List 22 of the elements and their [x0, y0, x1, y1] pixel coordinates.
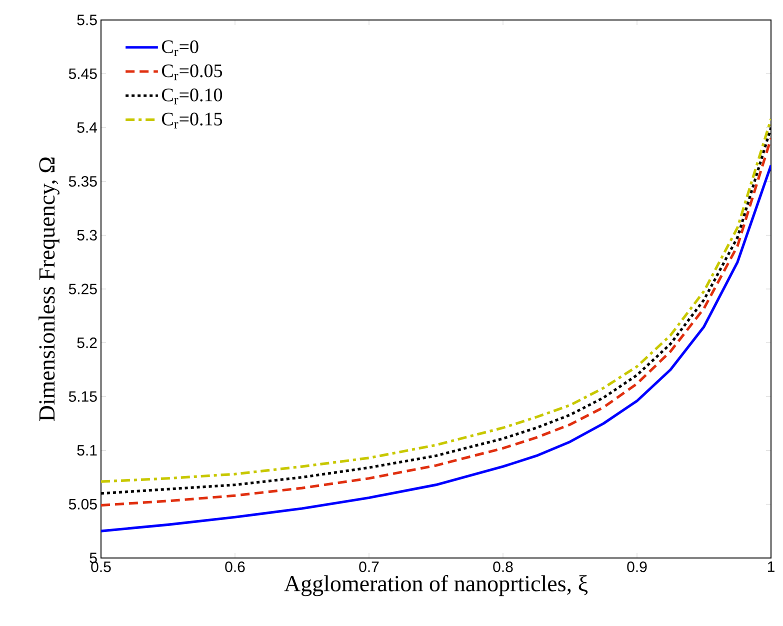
legend-label: C$_{r}$=0.15	[162, 112, 222, 128]
legend-label: C$_{r}$=0	[162, 40, 198, 56]
y-tick-label: 5.35	[68, 176, 97, 187]
legend-label: C$_{r}$=0.05	[162, 64, 222, 80]
y-tick-label: 5.4	[77, 122, 98, 133]
legend-label: C$_{r}$=0.10	[162, 88, 222, 104]
y-tick-label: 5.05	[68, 498, 97, 510]
y-tick-label: 5.15	[68, 391, 97, 402]
x-axis-title: Agglomeration of nanoprticles, ξ	[284, 574, 588, 596]
y-tick-label: 5.3	[77, 230, 97, 240]
y-axis-title: Dimensionless Frequency, Ω	[38, 157, 60, 422]
y-tick-label: 5.25	[68, 284, 97, 294]
x-tick-label: 0.7	[359, 562, 379, 572]
x-tick-label: 0.6	[225, 562, 245, 572]
y-tick-label: 5.45	[68, 68, 97, 80]
y-tick-label: 5.5	[77, 14, 97, 26]
x-tick-label: 0.8	[493, 562, 513, 572]
y-tick-label: 5.1	[77, 445, 97, 456]
x-tick-label: 1	[768, 562, 774, 572]
y-tick-label: 5.2	[77, 337, 97, 348]
x-tick-label: 0.9	[627, 562, 647, 572]
x-tick-label: 0.5	[91, 562, 111, 572]
